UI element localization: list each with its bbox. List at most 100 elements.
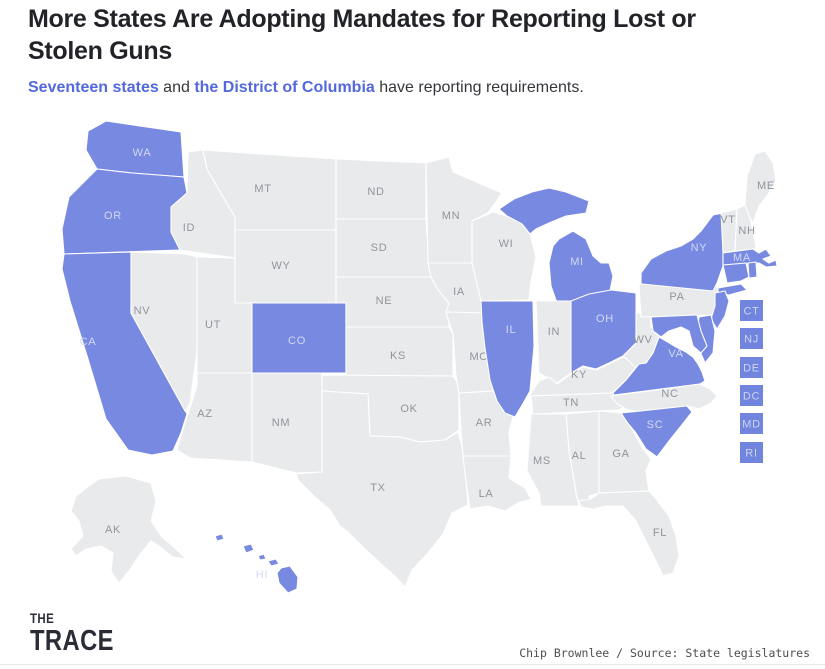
state-label-va: VA — [668, 348, 683, 360]
state-label-ms: MS — [533, 455, 551, 467]
state-shape-il[interactable] — [480, 300, 535, 418]
state-label-mt: MT — [254, 183, 271, 195]
state-label-hi: HI — [256, 569, 268, 581]
the-trace-logo[interactable]: THE TRACE — [30, 611, 114, 656]
state-shape-ks[interactable] — [345, 326, 454, 377]
state-label-ky: KY — [571, 369, 587, 381]
state-label-tx: TX — [370, 482, 385, 494]
subtitle: Seventeen states and the District of Col… — [28, 78, 788, 99]
side-box-rect-dc[interactable] — [740, 385, 763, 406]
state-label-ne: NE — [376, 295, 393, 307]
state-shape-hi[interactable] — [257, 553, 267, 561]
state-shape-tx[interactable] — [295, 390, 469, 588]
byline-source-credit: Chip Brownlee / Source: State legislatur… — [519, 646, 810, 660]
state-shape-wi[interactable] — [471, 211, 537, 302]
state-label-mi: MI — [570, 256, 584, 268]
side-box-rect-ct[interactable] — [740, 300, 763, 321]
side-box-md[interactable]: MD — [740, 413, 763, 434]
bottom-divider — [0, 664, 825, 665]
seventeen-states-link[interactable]: Seventeen states — [28, 79, 159, 96]
state-shape-ct[interactable] — [722, 262, 750, 284]
state-label-pa: PA — [669, 291, 684, 303]
state-label-ny: NY — [691, 242, 708, 254]
state-label-mn: MN — [442, 210, 461, 222]
state-label-tn: TN — [563, 397, 579, 409]
state-shape-mi[interactable] — [498, 187, 590, 235]
state-label-oh: OH — [596, 313, 614, 325]
state-label-co: CO — [288, 335, 306, 347]
state-label-vt: VT — [720, 214, 735, 226]
state-label-ak: AK — [105, 524, 121, 536]
state-shape-or[interactable] — [61, 168, 188, 255]
side-box-rect-de[interactable] — [740, 357, 763, 378]
side-box-nj[interactable]: NJ — [740, 328, 763, 349]
state-label-nd: ND — [367, 186, 384, 198]
state-shape-hi[interactable] — [242, 543, 255, 554]
side-box-label-dc: DC — [743, 391, 760, 403]
state-label-wy: WY — [271, 260, 290, 272]
state-shape-ms[interactable] — [526, 413, 580, 507]
state-shape-hi[interactable] — [276, 565, 299, 594]
state-label-ok: OK — [400, 403, 417, 415]
state-shape-me[interactable] — [744, 150, 777, 224]
state-shape-ak[interactable] — [70, 475, 187, 584]
side-box-rect-ri[interactable] — [740, 442, 763, 463]
state-shape-ne[interactable] — [335, 276, 450, 328]
state-label-or: OR — [104, 210, 122, 222]
state-label-nm: NM — [272, 417, 291, 429]
state-shape-nj[interactable] — [710, 290, 730, 330]
state-label-wi: WI — [499, 238, 514, 250]
state-label-ks: KS — [390, 350, 406, 362]
state-shape-sc[interactable] — [620, 405, 693, 458]
state-shape-la[interactable] — [462, 455, 532, 512]
state-label-az: AZ — [197, 408, 212, 420]
state-shape-ny[interactable] — [640, 212, 724, 292]
state-label-wv: WV — [633, 334, 652, 346]
state-label-me: ME — [757, 180, 775, 192]
state-label-ca: CA — [80, 336, 97, 348]
state-label-ar: AR — [476, 417, 493, 429]
state-label-il: IL — [506, 324, 517, 336]
side-box-label-md: MD — [742, 419, 761, 431]
state-label-ga: GA — [612, 448, 629, 460]
state-label-fl: FL — [653, 527, 667, 539]
state-shape-ri[interactable] — [747, 261, 758, 279]
state-label-id: ID — [183, 222, 195, 234]
state-shape-hi[interactable] — [267, 558, 280, 567]
side-box-label-de: DE — [743, 363, 760, 375]
state-label-nv: NV — [134, 305, 151, 317]
state-shape-va[interactable] — [612, 336, 706, 396]
side-box-label-ri: RI — [745, 448, 757, 460]
state-label-ma: MA — [733, 252, 751, 264]
state-shape-ma[interactable] — [722, 248, 778, 268]
side-box-ct[interactable]: CT — [740, 300, 763, 321]
state-label-la: LA — [479, 488, 494, 500]
logo-line-trace: TRACE — [30, 625, 114, 657]
state-label-nh: NH — [738, 225, 755, 237]
district-of-columbia-link[interactable]: the District of Columbia — [194, 79, 375, 96]
state-label-al: AL — [572, 450, 587, 462]
state-shape-nv[interactable] — [130, 251, 198, 412]
logo-line-the: THE — [30, 610, 55, 626]
state-label-wa: WA — [133, 147, 152, 159]
state-shape-fl[interactable] — [578, 490, 680, 577]
side-box-rect-nj[interactable] — [740, 328, 763, 349]
side-box-rect-md[interactable] — [740, 413, 763, 434]
side-box-ri[interactable]: RI — [740, 442, 763, 463]
subtitle-text-and: and — [158, 79, 195, 96]
state-shape-in[interactable] — [535, 300, 572, 384]
state-shape-hi[interactable] — [214, 533, 225, 542]
side-box-de[interactable]: DE — [740, 357, 763, 378]
state-shape-md[interactable] — [650, 314, 708, 354]
state-shape-mi[interactable] — [548, 230, 614, 304]
header: More States Are Adopting Mandates for Re… — [28, 4, 788, 99]
state-label-ia: IA — [453, 286, 465, 298]
state-label-sc: SC — [647, 419, 664, 431]
side-box-label-nj: NJ — [744, 334, 759, 346]
state-label-in: IN — [548, 326, 560, 338]
side-box-dc[interactable]: DC — [740, 385, 763, 406]
state-label-nc: NC — [661, 388, 678, 400]
subtitle-text-rest: have reporting requirements. — [374, 79, 584, 96]
